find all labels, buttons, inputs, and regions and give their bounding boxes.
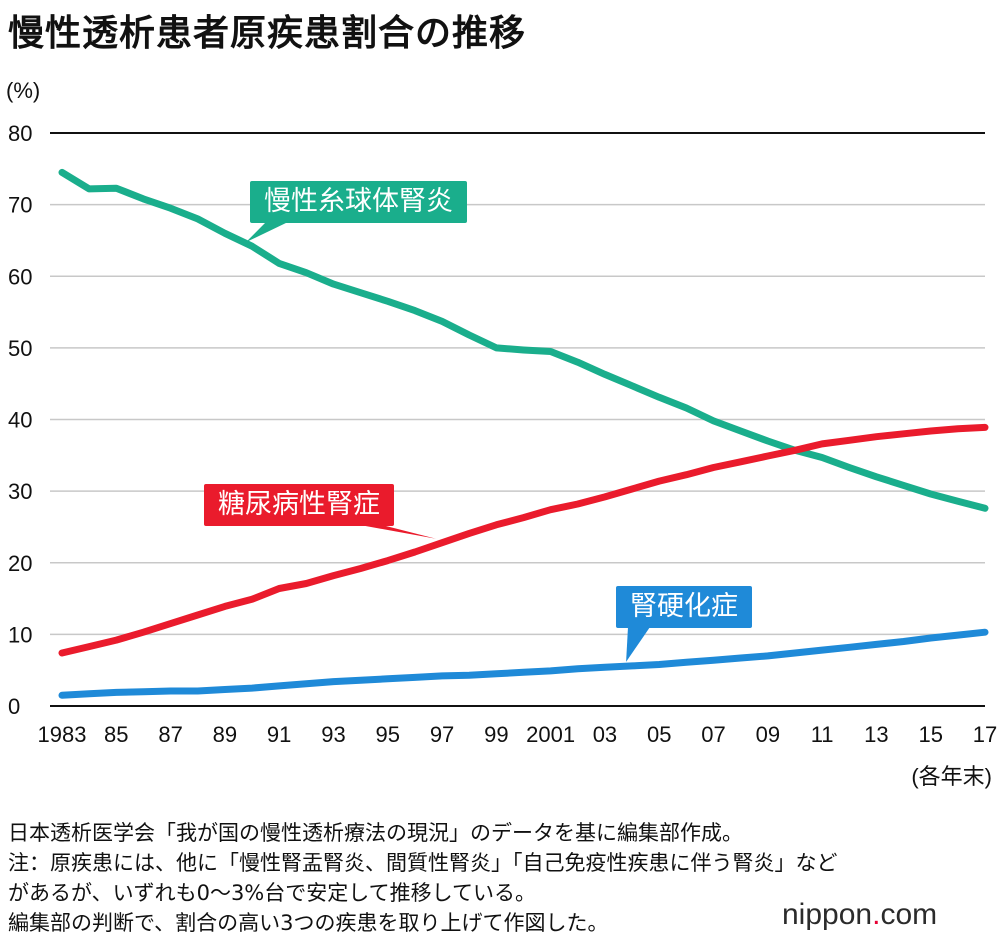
y-tick-label: 40	[8, 408, 32, 433]
logo-text-tail: com	[880, 898, 938, 931]
series-line-2	[58, 628, 989, 699]
x-tick-label: 09	[756, 722, 780, 747]
series-label-diabetic-nephropathy: 糖尿病性腎症	[204, 484, 394, 526]
source-note: 日本透析医学会「我が国の慢性透析療法の現況」のデータを基に編集部作成。	[8, 821, 743, 845]
callout-pointers	[246, 222, 650, 662]
x-tick-label: 97	[430, 722, 454, 747]
x-tick-label: 93	[321, 722, 345, 747]
footnote-line-3: 編集部の判断で、割合の高い3つの疾患を取り上げて作図した。	[8, 911, 609, 935]
series-lines	[58, 168, 989, 699]
y-tick-label: 0	[8, 694, 20, 719]
x-tick-label: 99	[484, 722, 508, 747]
y-tick-label: 50	[8, 336, 32, 361]
logo-text-main: nippon	[782, 898, 873, 931]
x-tick-label: 87	[158, 722, 182, 747]
callout-pointer-0	[246, 222, 288, 243]
callout-pointer-1	[360, 525, 437, 539]
x-tick-label: 03	[593, 722, 617, 747]
x-tick-label: 85	[104, 722, 128, 747]
nippon-com-logo[interactable]: nippon.com	[782, 898, 937, 932]
footnote-line-2: があるが、いずれも0〜3%台で安定して推移している。	[8, 881, 536, 905]
y-tick-label: 10	[8, 622, 32, 647]
x-tick-label: 07	[701, 722, 725, 747]
y-tick-label: 60	[8, 264, 32, 289]
y-axis-unit-label: (%)	[6, 78, 40, 103]
callout-pointer-2	[626, 627, 650, 662]
x-tick-label: 13	[864, 722, 888, 747]
footnote-line-1: 注：原疾患には、他に「慢性腎盂腎炎、間質性腎炎」「自己免疫性疾患に伴う腎炎」など	[8, 851, 838, 875]
y-tick-label: 70	[8, 193, 32, 218]
x-tick-label: 95	[376, 722, 400, 747]
x-tick-label: 17	[973, 722, 997, 747]
chart-title: 慢性透析患者原疾患割合の推移	[8, 13, 527, 54]
x-tick-label: 91	[267, 722, 291, 747]
line-chart: 0 10 20 30 40 50 60 70 80 (%) 1983 85 87 89 91 93 95 97…	[6, 78, 998, 789]
series-line-1	[58, 423, 989, 657]
x-axis-label: (各年末)	[911, 764, 992, 789]
y-tick-label: 80	[8, 121, 32, 146]
series-label-nephrosclerosis: 腎硬化症	[616, 586, 752, 628]
y-tick-label: 20	[8, 551, 32, 576]
x-tick-label: 1983	[38, 722, 87, 747]
series-line-0	[58, 168, 989, 512]
x-tick-label: 2001	[526, 722, 575, 747]
y-axis-ticks: 0 10 20 30 40 50 60 70 80	[8, 121, 32, 719]
x-axis-ticks: 1983 85 87 89 91 93 95 97 99 2001 03 05 07 09 11 13 15 17	[38, 722, 998, 747]
y-tick-label: 30	[8, 479, 32, 504]
x-tick-label: 89	[213, 722, 237, 747]
x-tick-label: 05	[647, 722, 671, 747]
x-tick-label: 15	[918, 722, 942, 747]
series-label-chronic-glomerulonephritis: 慢性糸球体腎炎	[250, 181, 467, 223]
x-tick-label: 11	[811, 722, 834, 747]
logo-dot: .	[872, 898, 881, 931]
